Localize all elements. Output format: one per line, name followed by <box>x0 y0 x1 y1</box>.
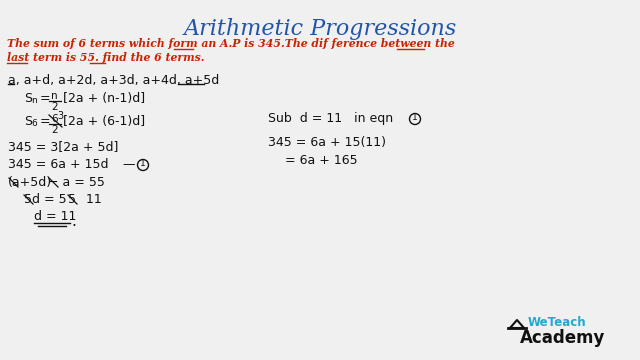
Text: = 6a + 165: = 6a + 165 <box>285 154 358 167</box>
Text: 345 = 6a + 15d: 345 = 6a + 15d <box>8 158 109 171</box>
Text: 1: 1 <box>412 113 418 122</box>
Text: S: S <box>24 115 32 128</box>
Text: 2: 2 <box>51 102 58 112</box>
Text: =: = <box>36 92 51 105</box>
Text: 6: 6 <box>31 119 36 128</box>
Text: Sub  d = 11   in eqn: Sub d = 11 in eqn <box>268 112 393 125</box>
Text: − a = 55: − a = 55 <box>48 176 105 189</box>
Text: =: = <box>36 115 51 128</box>
Text: 3: 3 <box>57 111 63 121</box>
Text: 345 = 6a + 15(11): 345 = 6a + 15(11) <box>268 136 386 149</box>
Text: 5d = 5: 5d = 5 <box>24 193 67 206</box>
Text: 1: 1 <box>140 159 146 168</box>
Text: S: S <box>24 92 32 105</box>
Text: a, a+d, a+2d, a+3d, a+4d, a+5d: a, a+d, a+2d, a+3d, a+4d, a+5d <box>8 74 220 87</box>
Text: last term is 55. find the 6 terms.: last term is 55. find the 6 terms. <box>7 52 205 63</box>
Text: (a+5d): (a+5d) <box>8 176 52 189</box>
Text: [2a + (n-1)d]: [2a + (n-1)d] <box>63 92 145 105</box>
Text: The sum of 6 terms which form an A.P is 345.The dif ference between the: The sum of 6 terms which form an A.P is … <box>7 38 455 49</box>
Text: n: n <box>51 91 58 101</box>
Text: 6: 6 <box>51 114 58 124</box>
Text: 345 = 3[2a + 5d]: 345 = 3[2a + 5d] <box>8 140 118 153</box>
Text: [2a + (6-1)d]: [2a + (6-1)d] <box>63 115 145 128</box>
Text: d = 11: d = 11 <box>34 210 76 223</box>
Text: 11: 11 <box>78 193 102 206</box>
Text: WeTeach: WeTeach <box>528 316 587 329</box>
Text: n: n <box>31 96 36 105</box>
Text: Academy: Academy <box>520 329 605 347</box>
Text: 2: 2 <box>51 125 58 135</box>
Text: —: — <box>122 158 134 171</box>
Text: Arithmetic Progressions: Arithmetic Progressions <box>184 18 456 40</box>
Text: 5: 5 <box>68 193 76 206</box>
Text: .: . <box>71 214 76 229</box>
